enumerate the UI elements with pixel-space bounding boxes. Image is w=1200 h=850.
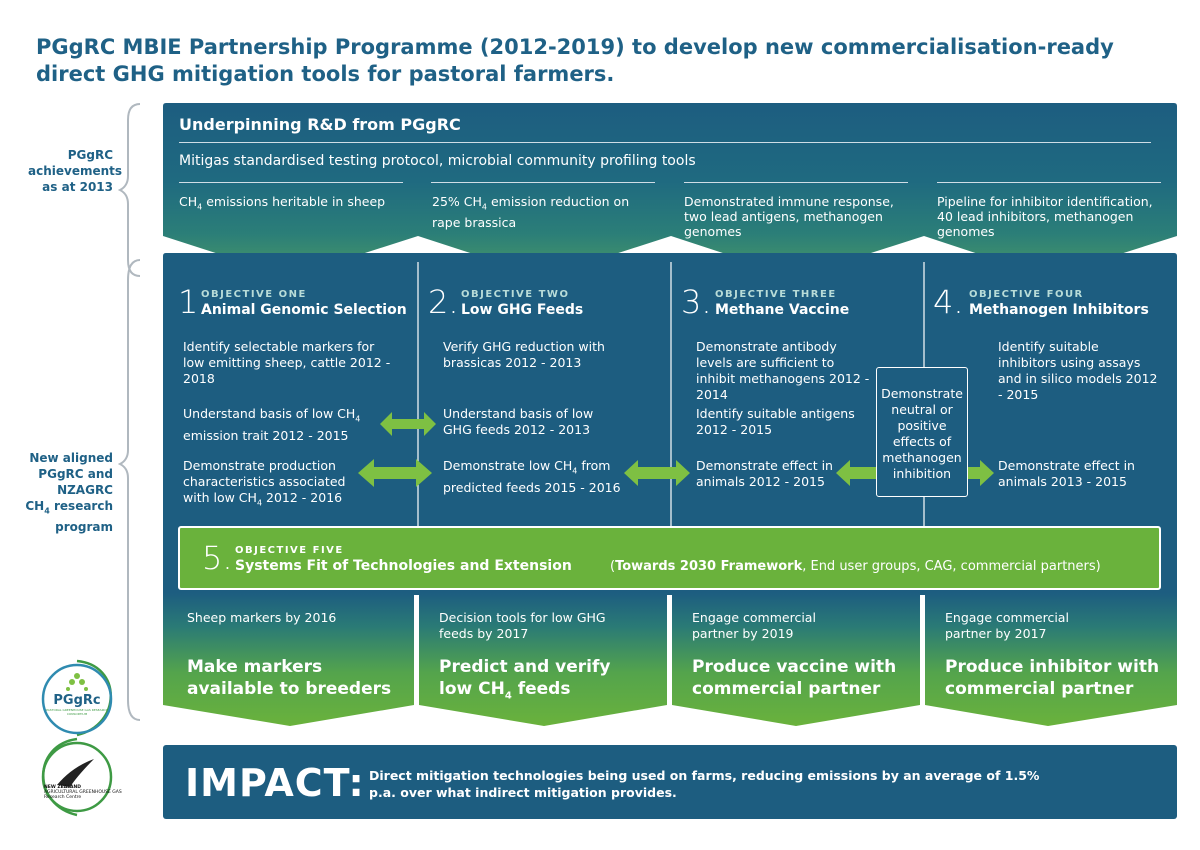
side-label-line: CH4 research — [25, 499, 113, 516]
outcome-chevron-1 — [163, 593, 414, 726]
divider — [179, 142, 1151, 143]
objective-number: 2. — [428, 283, 459, 321]
right-arrow — [968, 460, 994, 486]
underpinning-subtitle: Mitigas standardised testing protocol, m… — [179, 153, 696, 169]
outcome-big: Produce vaccine with commercial partner — [692, 657, 897, 699]
objective-item: Demonstrate effect in animals 2013 - 201… — [998, 458, 1135, 489]
objective-number: 3. — [681, 283, 712, 321]
outcome-big: Predict and verify low CH4 feeds — [439, 657, 611, 702]
achievement-4: Pipeline for inhibitor identification, 4… — [937, 194, 1153, 239]
outcome-chevron-4 — [925, 593, 1177, 726]
objective-label: OBJECTIVE FOUR — [969, 289, 1084, 300]
objective-number: 1. — [178, 283, 209, 321]
side-label-line: PGgRC — [67, 148, 113, 162]
objective-item: Demonstrate low CH4 from predicted feeds… — [443, 458, 621, 495]
outcome-small: Decision tools for low GHG feeds by 2017 — [439, 610, 606, 641]
outcome-chevron-3 — [672, 593, 920, 726]
objective-item: Verify GHG reduction with brassicas 2012… — [443, 339, 605, 370]
outcome-small: Engage commercial partner by 2017 — [945, 610, 1069, 641]
objective-name: Methane Vaccine — [715, 302, 850, 318]
tag-bold: Towards 2030 Framework — [615, 559, 803, 574]
achievement-3: Demonstrated immune response, two lead a… — [684, 194, 894, 239]
side-braces — [118, 103, 141, 721]
left-arrow — [836, 460, 876, 486]
agri-circle — [41, 741, 113, 813]
objective-label: OBJECTIVE FIVE — [235, 545, 344, 556]
outcome-big: Produce inhibitor with commercial partne… — [945, 657, 1160, 699]
objective-item: Demonstrate effect in animals 2012 - 201… — [696, 458, 833, 489]
achievement-2: 25% CH4 emission reduction on rape brass… — [432, 194, 630, 230]
objective-five-bar: 5. OBJECTIVE FIVE Systems Fit of Technol… — [178, 526, 1161, 590]
logos-graphic — [41, 659, 113, 817]
underpinning-title: Underpinning R&D from PGgRC — [179, 115, 461, 134]
side-label-line: PGgRC and — [38, 467, 113, 481]
objective-item: Identify suitable antigens 2012 - 2015 — [696, 406, 855, 437]
impact-word: IMPACT: — [185, 761, 365, 805]
page-title: PGgRC MBIE Partnership Programme (2012-2… — [36, 34, 1136, 88]
achievements-brace — [118, 103, 141, 277]
objective-name: Systems Fit of Technologies and Extensio… — [235, 558, 572, 574]
impact-panel: IMPACT: Direct mitigation technologies b… — [163, 745, 1177, 819]
objective-label: OBJECTIVE THREE — [715, 289, 837, 300]
objective-item: Identify selectable markers for low emit… — [183, 339, 391, 386]
objective-number: 5. — [202, 539, 233, 577]
pggrc-circle — [41, 663, 113, 735]
objective-item: Understand basis of low GHG feeds 2012 -… — [443, 406, 594, 437]
title-line-1: PGgRC MBIE Partnership Programme (2012-2… — [36, 35, 1114, 59]
impact-text: Direct mitigation technologies being use… — [369, 768, 1040, 800]
divider — [431, 182, 655, 183]
double-arrow — [358, 459, 432, 487]
double-arrow — [624, 460, 690, 486]
side-label-line: New aligned — [29, 451, 113, 465]
side-label-line: program — [55, 520, 113, 535]
objective-name: Animal Genomic Selection — [201, 302, 407, 318]
divider — [179, 182, 403, 183]
divider — [684, 182, 908, 183]
objective-label: OBJECTIVE TWO — [461, 289, 570, 300]
title-line-2: direct GHG mitigation tools for pastoral… — [36, 62, 615, 86]
program-side-label: New aligned PGgRC and NZAGRC CH4 researc… — [20, 450, 113, 535]
pggrc-logo-subtext: PASTORAL GREENHOUSE GAS RESEARCH CONSORT… — [46, 708, 108, 716]
side-label-line: as at 2013 — [42, 180, 113, 194]
achievements-side-label: PGgRC achievements as at 2013 — [28, 147, 123, 195]
objective-item: Identify suitable inhibitors using assay… — [998, 339, 1158, 402]
nzagrc-logo-text: NEW ZEALAND AGRICULTURAL GREENHOUSE GAS … — [44, 785, 122, 800]
program-brace — [118, 259, 141, 721]
objective-name: Low GHG Feeds — [461, 302, 584, 318]
achievement-1: CH4 emissions heritable in sheep — [179, 194, 386, 212]
tag-rest: , End user groups, CAG, commercial partn… — [802, 559, 1101, 574]
tag-paren: ( — [610, 559, 616, 574]
objective-item: Understand basis of low CH4 emission tra… — [183, 406, 361, 443]
nz-line: AGRICULTURAL GREENHOUSE GAS — [44, 790, 122, 795]
demonstrate-neutral-box: Demonstrate neutral or positive effects … — [876, 367, 968, 497]
objective-five-tags: (Towards 2030 Framework, End user groups… — [610, 559, 1101, 574]
outcome-small: Engage commercial partner by 2019 — [692, 610, 816, 641]
outcome-big: Make markers available to breeders — [187, 657, 392, 699]
pggrc-logo-text: PGgRc — [53, 693, 101, 708]
divider — [937, 182, 1161, 183]
nz-line: Research Centre — [44, 795, 82, 800]
objective-number: 4. — [933, 283, 964, 321]
fern-icon — [57, 759, 94, 787]
underpinning-panel — [163, 103, 1177, 277]
nz-line: NEW ZEALAND — [44, 785, 82, 790]
objective-item: Demonstrate production characteristics a… — [183, 458, 346, 508]
objective-label: OBJECTIVE ONE — [201, 289, 307, 300]
double-arrow — [380, 412, 436, 436]
outcome-chevron-2 — [419, 593, 667, 726]
outcome-small: Sheep markers by 2016 — [187, 610, 337, 625]
side-label-line: NZAGRC — [57, 483, 113, 497]
objective-item: Demonstrate antibody levels are sufficie… — [696, 339, 870, 402]
objective-name: Methanogen Inhibitors — [969, 302, 1149, 318]
side-label-line: achievements — [28, 164, 123, 178]
